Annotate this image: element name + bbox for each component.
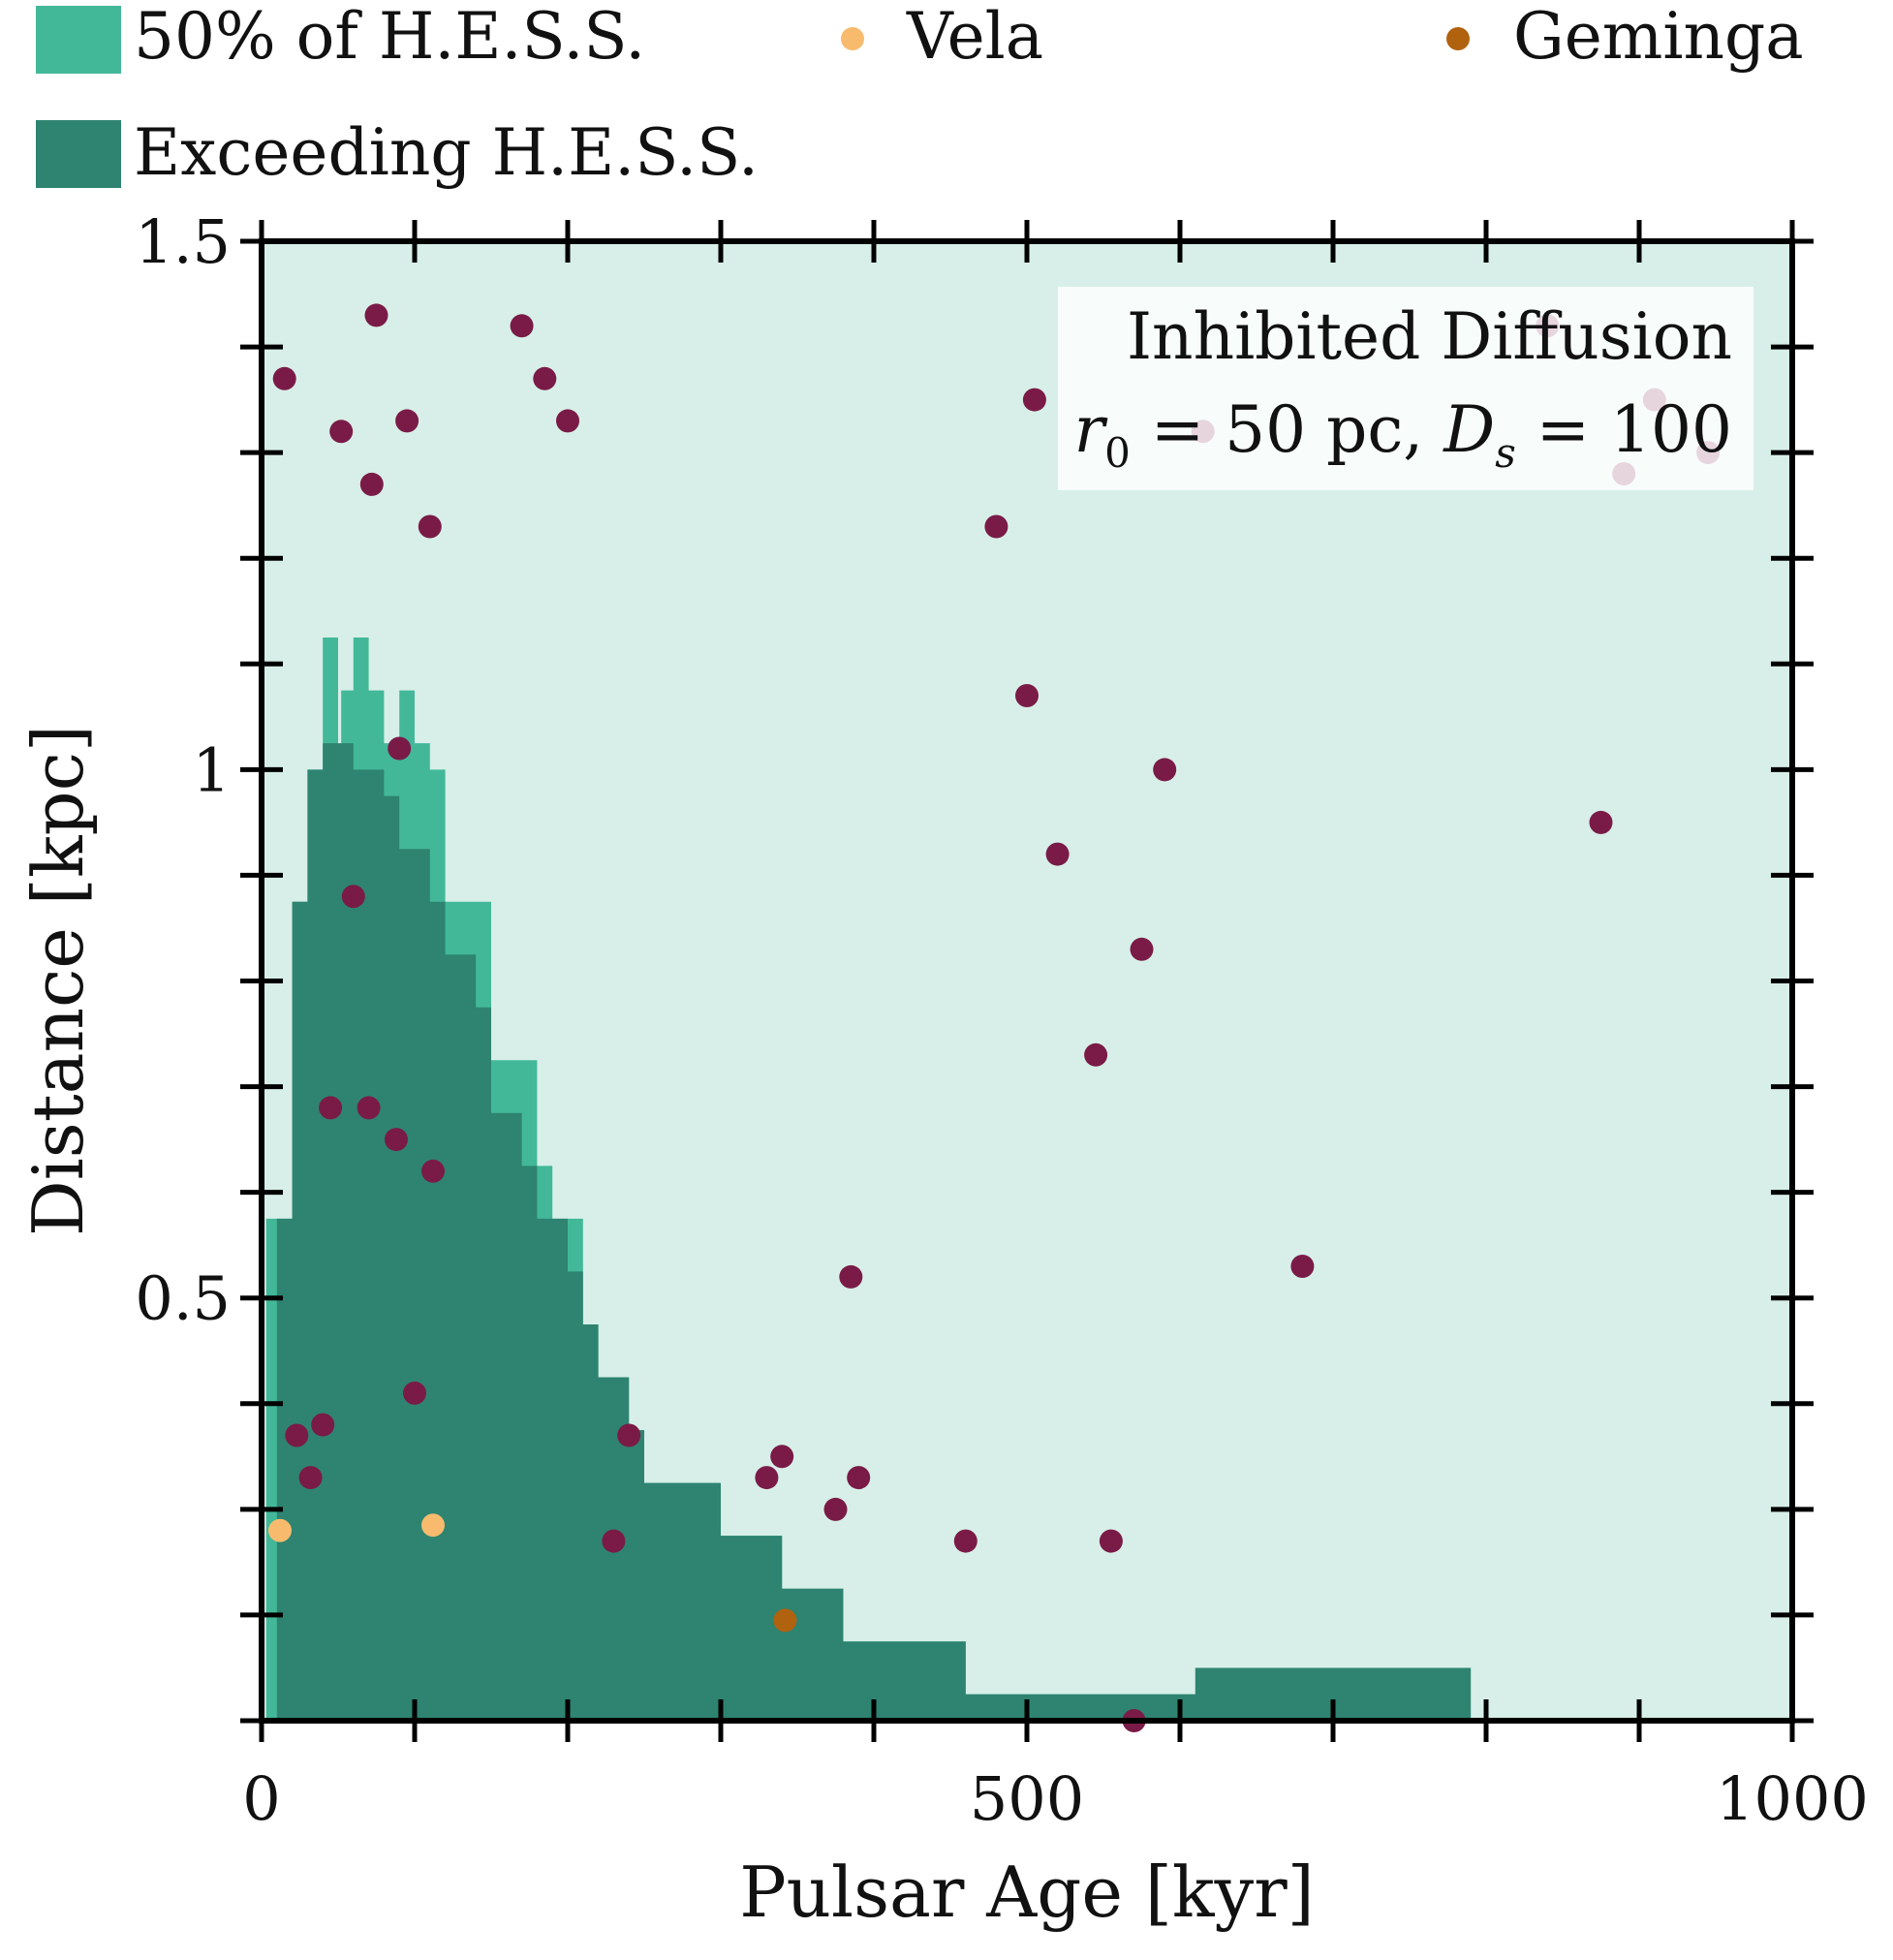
annotation-r-symbol: r	[1074, 392, 1108, 467]
pulsars-point	[1589, 810, 1613, 834]
legend-label-exceeding-hess: Exceeding H.E.S.S.	[134, 115, 759, 190]
annotation-d-subscript: s	[1495, 429, 1516, 477]
pulsars-point	[1022, 388, 1046, 412]
annotation-r-subscript: 0	[1104, 429, 1131, 477]
x-tick-label: 500	[970, 1763, 1084, 1834]
annotation-box: Inhibited Diffusion r0 = 50 pc, Ds = 100	[1058, 287, 1753, 490]
pulsars-point	[1099, 1529, 1123, 1553]
pulsars-point	[403, 1381, 426, 1405]
pulsars-point	[341, 885, 365, 909]
y-axis-label: Distance [kpc]	[17, 725, 99, 1236]
pulsars-point	[755, 1466, 779, 1490]
x-axis-label: Pulsar Age [kyr]	[739, 1851, 1315, 1933]
pulsars-point	[1045, 842, 1070, 866]
pulsars-point	[272, 366, 296, 390]
annotation-d-value: = 100	[1516, 392, 1732, 467]
geminga-point	[773, 1608, 797, 1633]
legend-label-half-hess: 50% of H.E.S.S.	[134, 0, 645, 74]
legend: 50% of H.E.S.S. Vela Geminga Exceeding H…	[36, 0, 1804, 190]
pulsars-point	[823, 1497, 848, 1521]
y-tick-label: 0.5	[135, 1263, 231, 1334]
pulsars-point	[357, 1096, 381, 1120]
pulsars-point	[1130, 937, 1154, 961]
pulsars-point	[418, 514, 442, 539]
pulsars-point	[533, 366, 557, 390]
pulsars-point	[385, 1128, 408, 1152]
pulsars-point	[359, 472, 384, 496]
x-tick-label: 1000	[1716, 1763, 1869, 1834]
pulsars-point	[1015, 684, 1039, 707]
vela-point	[268, 1518, 292, 1542]
pulsars-point	[395, 409, 419, 433]
annotation-background	[1058, 287, 1753, 490]
pulsars-point	[602, 1529, 626, 1553]
legend-label-geminga: Geminga	[1513, 0, 1804, 74]
legend-swatch-half-hess	[36, 6, 121, 74]
pulsars-point	[329, 420, 354, 444]
pulsars-point	[298, 1466, 323, 1490]
pulsars-point	[953, 1529, 978, 1553]
pulsars-point	[311, 1413, 335, 1437]
y-tick-label: 1.5	[135, 206, 231, 277]
legend-label-vela: Vela	[906, 0, 1043, 74]
pulsars-point	[770, 1445, 794, 1469]
y-tick-label: 1	[193, 734, 231, 805]
pulsars-point	[285, 1423, 309, 1447]
pulsars-point	[364, 303, 388, 327]
annotation-r-value: = 50 pc,	[1131, 392, 1443, 467]
pulsars-point	[319, 1096, 343, 1120]
annotation-d-symbol: D	[1443, 392, 1495, 467]
x-tick-labels: 0 500 1000	[242, 1763, 1869, 1834]
pulsars-point	[510, 314, 534, 338]
pulsars-point	[847, 1466, 871, 1490]
pulsars-point	[984, 514, 1009, 539]
pulsars-point	[839, 1264, 863, 1289]
y-tick-labels: 0.5 1 1.5	[135, 206, 231, 1334]
plot-frame	[259, 238, 1795, 1724]
legend-marker-geminga	[1446, 27, 1470, 50]
pulsars-point	[617, 1423, 641, 1447]
pulsars-point	[1153, 758, 1177, 782]
legend-swatch-exceeding-hess	[36, 120, 121, 188]
annotation-line-1: Inhibited Diffusion	[1127, 299, 1732, 374]
pulsars-point	[1290, 1255, 1315, 1278]
pulsars-point	[1084, 1042, 1108, 1067]
pulsars-point	[388, 736, 412, 761]
annotation-line-2: r0 = 50 pc, Ds = 100	[1074, 392, 1732, 477]
vela-point	[421, 1513, 445, 1538]
pulsars-point	[421, 1159, 445, 1183]
pulsars-point	[556, 409, 579, 433]
x-tick-label: 0	[242, 1763, 280, 1834]
legend-marker-vela	[841, 27, 864, 50]
exceeding-hess-region	[276, 743, 1472, 1721]
